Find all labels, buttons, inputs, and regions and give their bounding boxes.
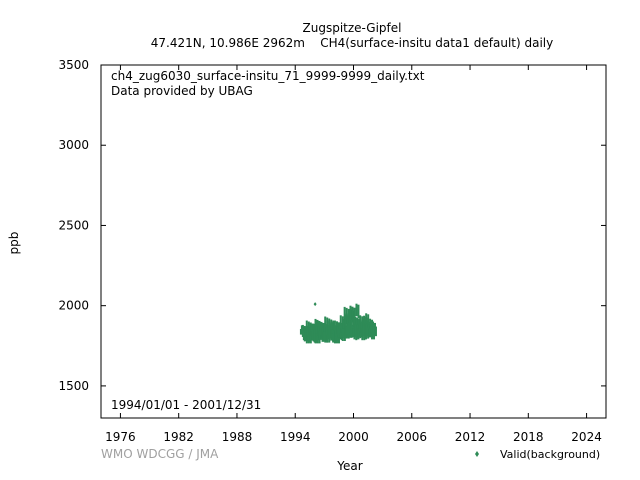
data-point [332, 330, 335, 341]
legend: Valid(background) [475, 448, 600, 461]
data-point [353, 317, 356, 328]
data-point [337, 336, 340, 344]
x-axis-ticks: 1976 1982 1988 1994 2000 2006 2012 2018 2024 [105, 65, 602, 444]
data-point [325, 324, 328, 337]
data-point [353, 307, 356, 321]
y-axis-label: ppb [7, 232, 21, 255]
data-point [366, 327, 369, 337]
data-point [323, 331, 326, 341]
data-point [326, 334, 329, 343]
data-points [299, 302, 377, 344]
data-point [348, 316, 351, 327]
data-point [373, 330, 376, 340]
x-tick-label: 1988 [222, 430, 253, 444]
data-point [340, 322, 343, 333]
data-point [350, 319, 353, 330]
credit-label: WMO WDCGG / JMA [101, 447, 219, 461]
data-point [351, 306, 354, 321]
legend-marker [475, 451, 479, 457]
data-point [348, 324, 351, 333]
data-point [352, 328, 355, 337]
data-point [313, 326, 316, 335]
data-point [318, 336, 321, 344]
data-point [315, 325, 318, 337]
x-tick-label: 1976 [105, 430, 136, 444]
data-point [337, 329, 340, 338]
y-tick-label: 2000 [58, 299, 89, 313]
data-point [324, 316, 327, 328]
data-point [313, 302, 317, 307]
data-point [316, 319, 319, 332]
data-point [307, 334, 310, 343]
data-point [360, 322, 363, 333]
data-point [354, 324, 357, 336]
data-point [323, 323, 326, 334]
x-tick-label: 2012 [455, 430, 486, 444]
data-point [345, 307, 348, 321]
data-point [333, 320, 336, 331]
data-point [364, 322, 367, 334]
data-point [355, 332, 358, 341]
data-point [342, 318, 345, 329]
data-point [343, 306, 346, 319]
data-point [374, 326, 377, 337]
data-point [304, 332, 307, 341]
data-point [344, 314, 347, 327]
data-point [335, 333, 338, 341]
data-point [342, 329, 345, 338]
data-point [362, 327, 365, 337]
y-tick-label: 3500 [58, 58, 89, 72]
data-point [314, 318, 317, 330]
data-point [355, 318, 358, 330]
y-tick-label: 2500 [58, 218, 89, 232]
y-tick-label: 3000 [58, 138, 89, 152]
provider-label: Data provided by UBAG [111, 84, 253, 98]
x-tick-label: 1994 [280, 430, 311, 444]
data-point [355, 303, 358, 317]
data-point [365, 316, 368, 328]
chart-subtitle: 47.421N, 10.986E 2962m CH4(surface-insit… [151, 36, 553, 50]
data-point [331, 329, 334, 338]
data-point [309, 337, 312, 344]
data-point [306, 325, 309, 337]
data-point [316, 333, 319, 342]
data-point [301, 324, 304, 337]
data-point [370, 324, 373, 333]
data-point [334, 325, 337, 337]
data-point [328, 334, 331, 343]
x-tick-label: 2000 [338, 430, 369, 444]
y-tick-label: 1500 [58, 379, 89, 393]
plot-frame [100, 64, 607, 419]
data-point [368, 328, 371, 337]
y-axis-ticks: 1500 2000 2500 3000 3500 [58, 58, 606, 393]
data-point [326, 317, 329, 330]
data-point [367, 317, 370, 330]
date-range-label: 1994/01/01 - 2001/12/31 [111, 398, 261, 412]
data-point [313, 333, 316, 342]
data-point [363, 315, 366, 326]
x-axis-label: Year [336, 459, 362, 473]
legend-label: Valid(background) [500, 448, 600, 461]
data-point [347, 329, 350, 338]
data-point [349, 305, 352, 321]
data-point [346, 315, 349, 327]
data-point [339, 315, 342, 329]
x-tick-label: 1982 [163, 430, 194, 444]
data-point [357, 328, 360, 337]
x-tick-label: 2024 [571, 430, 602, 444]
data-point [338, 325, 341, 333]
chart-title: Zugspitze-Gipfel [303, 21, 402, 35]
x-tick-label: 2006 [396, 430, 427, 444]
data-point [365, 331, 368, 340]
data-point [305, 320, 308, 331]
data-point [359, 315, 362, 329]
data-point [357, 304, 360, 319]
x-tick-label: 2018 [513, 430, 544, 444]
file-label: ch4_zug6030_surface-insitu_71_9999-9999_… [111, 69, 425, 83]
data-point [347, 308, 350, 323]
data-point [328, 318, 331, 332]
data-point [372, 325, 375, 335]
data-point [304, 327, 307, 337]
